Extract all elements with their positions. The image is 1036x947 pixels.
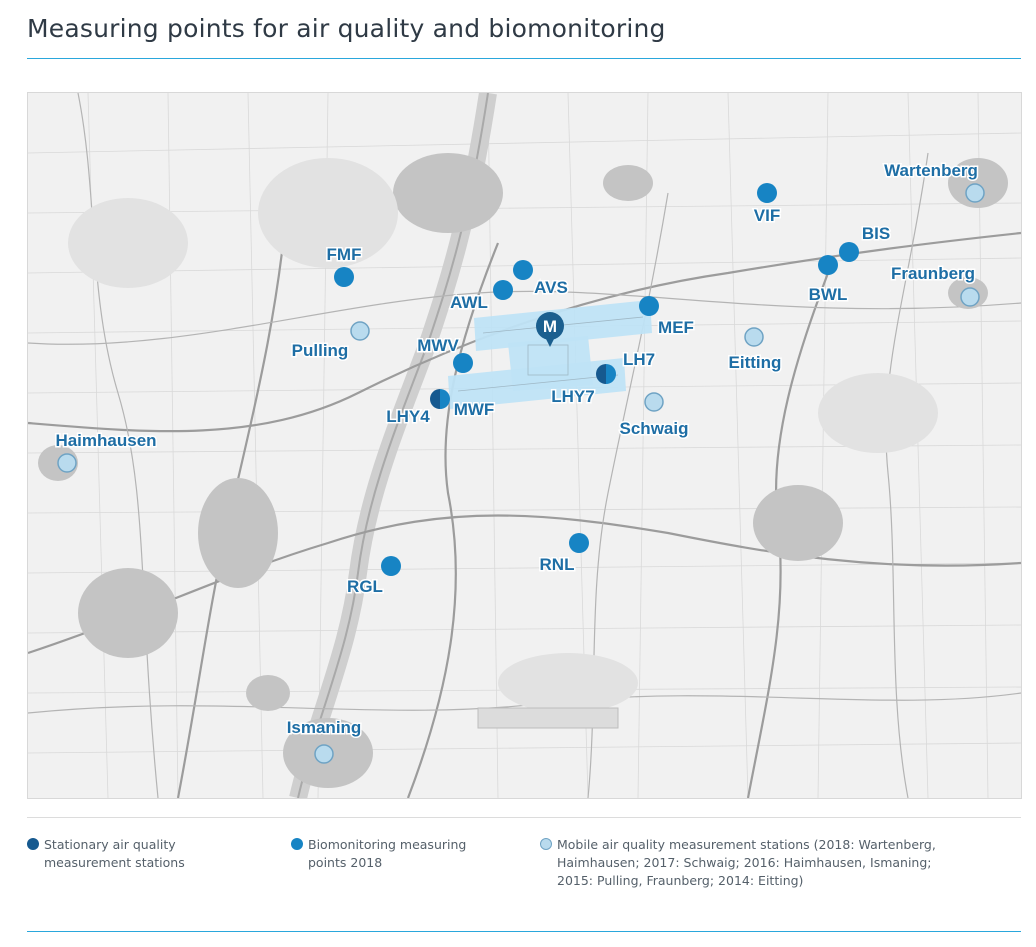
station-label-fraunberg: Fraunberg <box>891 264 975 283</box>
station-label-ismaning: Ismaning <box>287 718 362 737</box>
station-rnl[interactable]: RNL <box>538 533 589 576</box>
legend-biomonitoring-line2: points 2018 <box>308 855 383 870</box>
station-vif[interactable]: VIF <box>752 183 782 227</box>
station-mwf[interactable]: MWF <box>452 399 496 421</box>
stationary-station-icon[interactable] <box>430 389 450 409</box>
station-label-lh7: LH7 <box>623 350 655 369</box>
mobile-station-icon[interactable] <box>350 321 370 341</box>
measuring-points-layer: Wartenberg VIF BIS BWL Fraunberg FMF AVS AWL MEF… <box>54 160 985 764</box>
station-label-rgl: RGL <box>347 577 383 596</box>
legend-stationary-line1: Stationary air quality <box>44 837 176 852</box>
biomonitoring-point-icon[interactable] <box>381 556 401 576</box>
station-mef[interactable]: MEF <box>639 296 695 339</box>
biomonitoring-point-icon[interactable] <box>569 533 589 553</box>
station-awl[interactable]: AWL <box>449 280 513 314</box>
bottom-rule <box>27 931 1021 932</box>
station-haimhausen[interactable]: Haimhausen <box>54 430 158 473</box>
biomonitoring-point-icon[interactable] <box>513 260 533 280</box>
station-rgl[interactable]: RGL <box>346 556 401 598</box>
station-bis[interactable]: BIS <box>839 223 892 262</box>
legend-mobile-line2: Haimhausen; 2017: Schwaig; 2016: Haimhau… <box>557 855 932 870</box>
mobile-station-icon[interactable] <box>960 287 980 307</box>
station-label-fmf: FMF <box>327 245 362 264</box>
mobile-station-icon[interactable] <box>644 392 664 412</box>
legend-mobile-line3: 2015: Pulling, Fraunberg; 2014: Eitting) <box>557 873 804 888</box>
station-lh7[interactable]: LH7 <box>596 349 657 384</box>
station-avs[interactable]: AVS <box>513 260 569 299</box>
airport-location-pin-icon[interactable]: M <box>536 306 564 347</box>
mobile-station-icon[interactable] <box>965 183 985 203</box>
legend-mobile-line1: Mobile air quality measurement stations … <box>557 837 936 852</box>
station-fraunberg[interactable]: Fraunberg <box>889 263 980 307</box>
station-label-haimhausen: Haimhausen <box>55 431 156 450</box>
airport-marker-letter: M <box>543 317 557 336</box>
biomonitoring-point-icon[interactable] <box>639 296 659 316</box>
page-title: Measuring points for air quality and bio… <box>27 14 666 43</box>
station-label-avs: AVS <box>534 278 568 297</box>
station-mwv[interactable]: MWV <box>416 335 473 373</box>
station-lhy7[interactable]: LHY7 <box>550 386 596 408</box>
station-schwaig[interactable]: Schwaig <box>618 392 690 440</box>
station-label-lhy4: LHY4 <box>386 407 430 426</box>
station-label-mwv: MWV <box>417 336 459 355</box>
map-canvas[interactable]: M Wartenberg VIF BIS BWL Fraunberg FMF AVS AWL M… <box>28 93 1021 798</box>
station-label-bwl: BWL <box>809 285 848 304</box>
mobile-station-icon[interactable] <box>314 744 334 764</box>
station-wartenberg[interactable]: Wartenberg <box>883 160 985 203</box>
station-ismaning[interactable]: Ismaning <box>285 717 363 764</box>
station-label-schwaig: Schwaig <box>620 419 689 438</box>
station-label-mef: MEF <box>658 318 694 337</box>
station-label-awl: AWL <box>450 293 488 312</box>
map-panel[interactable]: M Wartenberg VIF BIS BWL Fraunberg FMF AVS AWL M… <box>27 92 1022 799</box>
station-eitting[interactable]: Eitting <box>727 327 783 374</box>
legend-divider <box>27 817 1021 818</box>
title-rule <box>27 58 1021 59</box>
station-fmf[interactable]: FMF <box>325 244 363 287</box>
topographic-base-map <box>28 93 1021 798</box>
biomonitoring-point-icon[interactable] <box>818 255 838 275</box>
stationary-station-icon[interactable] <box>596 364 616 384</box>
station-label-bis: BIS <box>862 224 890 243</box>
biomonitoring-point-icon[interactable] <box>757 183 777 203</box>
mobile-station-icon[interactable] <box>744 327 764 347</box>
biomonitoring-point-icon[interactable] <box>839 242 859 262</box>
mobile-station-icon[interactable] <box>57 453 77 473</box>
biomonitoring-point-icon[interactable] <box>493 280 513 300</box>
biomonitoring-point-icon[interactable] <box>334 267 354 287</box>
station-label-mwf: MWF <box>454 400 495 419</box>
legend-stationary-line2: measurement stations <box>44 855 185 870</box>
legend-biomonitoring-line1: Biomonitoring measuring <box>308 837 467 852</box>
station-pulling[interactable]: Pulling <box>290 321 370 362</box>
station-label-wartenberg: Wartenberg <box>884 161 978 180</box>
biomonitoring-point-icon[interactable] <box>453 353 473 373</box>
station-label-lhy7: LHY7 <box>551 387 594 406</box>
station-label-vif: VIF <box>754 206 780 225</box>
biomonitoring-point-icon <box>291 838 303 850</box>
station-label-eitting: Eitting <box>729 353 782 372</box>
stationary-station-icon <box>27 838 39 850</box>
mobile-station-icon <box>540 838 552 850</box>
station-lhy4[interactable]: LHY4 <box>385 389 450 428</box>
station-bwl[interactable]: BWL <box>807 255 849 306</box>
station-label-pulling: Pulling <box>292 341 349 360</box>
station-label-rnl: RNL <box>540 555 575 574</box>
